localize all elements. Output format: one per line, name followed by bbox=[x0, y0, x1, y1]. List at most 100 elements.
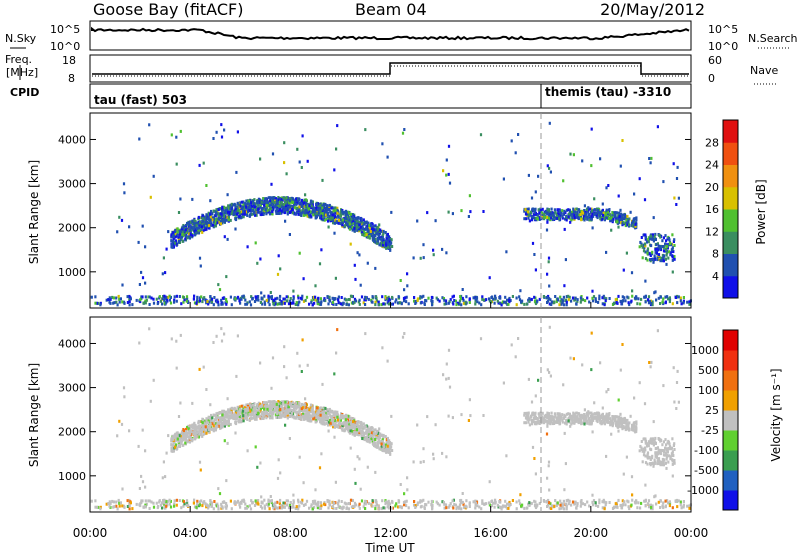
power-cell bbox=[352, 221, 355, 225]
velocity-cell bbox=[175, 436, 178, 440]
velocity-cell bbox=[275, 415, 278, 419]
power-cell bbox=[267, 300, 270, 304]
power-cell bbox=[128, 303, 131, 307]
power-cell bbox=[657, 296, 660, 300]
power-cell bbox=[611, 213, 614, 217]
power-cell bbox=[406, 284, 409, 288]
power-cell bbox=[284, 196, 287, 200]
velocity-cell bbox=[382, 441, 385, 445]
nave-tick-bottom: 0 bbox=[708, 72, 715, 85]
power-cell bbox=[602, 216, 606, 220]
power-cell bbox=[591, 212, 594, 216]
velocity-cell bbox=[219, 418, 222, 422]
velocity-cell bbox=[315, 406, 319, 410]
velocity-cell bbox=[277, 416, 281, 419]
power-cell bbox=[665, 239, 668, 243]
power-cell bbox=[221, 302, 224, 306]
velocity-cell bbox=[331, 420, 334, 424]
power-cell bbox=[248, 214, 251, 218]
power-cell bbox=[468, 301, 471, 304]
power-cell bbox=[587, 208, 590, 212]
velocity-cell bbox=[553, 412, 556, 416]
velocity-cell bbox=[207, 428, 211, 432]
velocity-cell bbox=[298, 401, 301, 405]
velocity-cell bbox=[375, 436, 378, 440]
power-cell bbox=[648, 300, 652, 304]
power-cell bbox=[494, 294, 497, 298]
power-cell bbox=[650, 156, 653, 160]
power-colorbar-tick: 28 bbox=[705, 136, 719, 149]
power-cell bbox=[283, 297, 286, 301]
velocity-cell bbox=[260, 417, 263, 420]
power-cell bbox=[351, 294, 354, 298]
power-ytick-label: 2000 bbox=[58, 222, 86, 235]
velocity-cell bbox=[212, 424, 215, 428]
velocity-cell bbox=[330, 410, 333, 414]
power-cell bbox=[636, 302, 639, 306]
velocity-cell bbox=[250, 405, 253, 409]
power-ylabel: Slant Range [km] bbox=[27, 160, 41, 264]
velocity-cell bbox=[386, 436, 389, 440]
power-cell bbox=[189, 233, 192, 236]
velocity-cell bbox=[290, 411, 293, 415]
power-cell bbox=[148, 303, 151, 306]
power-cell bbox=[587, 210, 590, 214]
power-cell bbox=[672, 162, 675, 166]
power-cell bbox=[655, 251, 658, 255]
power-cell bbox=[474, 302, 477, 306]
power-cell bbox=[287, 205, 290, 209]
power-cell bbox=[549, 214, 552, 218]
power-cell bbox=[285, 200, 288, 204]
power-cell bbox=[351, 225, 354, 229]
power-cell bbox=[538, 208, 541, 212]
power-cell bbox=[311, 200, 314, 204]
power-cell bbox=[261, 207, 264, 210]
power-cell bbox=[596, 216, 599, 220]
velocity-cell bbox=[296, 414, 299, 418]
power-cell bbox=[348, 218, 351, 222]
velocity-cell bbox=[317, 408, 320, 412]
velocity-cell bbox=[599, 421, 602, 425]
velocity-cell bbox=[270, 412, 274, 416]
velocity-cell bbox=[207, 425, 210, 429]
power-cell bbox=[653, 291, 656, 295]
velocity-cell bbox=[235, 416, 238, 420]
power-cell bbox=[273, 201, 276, 205]
velocity-cell bbox=[324, 406, 327, 410]
power-cell bbox=[619, 212, 623, 216]
power-cell bbox=[152, 301, 156, 305]
power-cell bbox=[462, 298, 465, 302]
power-cell bbox=[371, 231, 374, 235]
power-cell bbox=[246, 245, 249, 249]
power-cell bbox=[524, 212, 528, 216]
power-cell bbox=[481, 297, 484, 301]
power-cell bbox=[633, 192, 636, 196]
power-cell bbox=[349, 242, 352, 246]
velocity-cell bbox=[334, 422, 337, 426]
velocity-cell bbox=[274, 413, 277, 417]
velocity-cell bbox=[538, 412, 541, 416]
velocity-cell bbox=[298, 412, 301, 416]
velocity-cell bbox=[174, 432, 177, 436]
power-cell bbox=[390, 238, 393, 242]
power-cell bbox=[601, 217, 604, 221]
power-cell bbox=[458, 301, 461, 305]
power-cell bbox=[148, 295, 151, 299]
velocity-cell bbox=[382, 433, 385, 437]
power-cell bbox=[357, 225, 360, 229]
power-cell bbox=[203, 225, 206, 229]
power-cell bbox=[239, 215, 242, 219]
power-cell bbox=[505, 250, 508, 254]
power-cell bbox=[391, 295, 394, 299]
power-cell bbox=[204, 221, 207, 225]
velocity-cell bbox=[346, 418, 350, 422]
power-cell bbox=[225, 275, 228, 279]
power-cell bbox=[274, 209, 277, 213]
power-cell bbox=[298, 208, 301, 212]
power-cell bbox=[215, 211, 218, 215]
power-cell bbox=[226, 193, 229, 197]
power-cell bbox=[354, 223, 357, 227]
power-cell bbox=[232, 213, 235, 217]
velocity-cell bbox=[288, 403, 291, 407]
power-cell bbox=[453, 299, 456, 302]
